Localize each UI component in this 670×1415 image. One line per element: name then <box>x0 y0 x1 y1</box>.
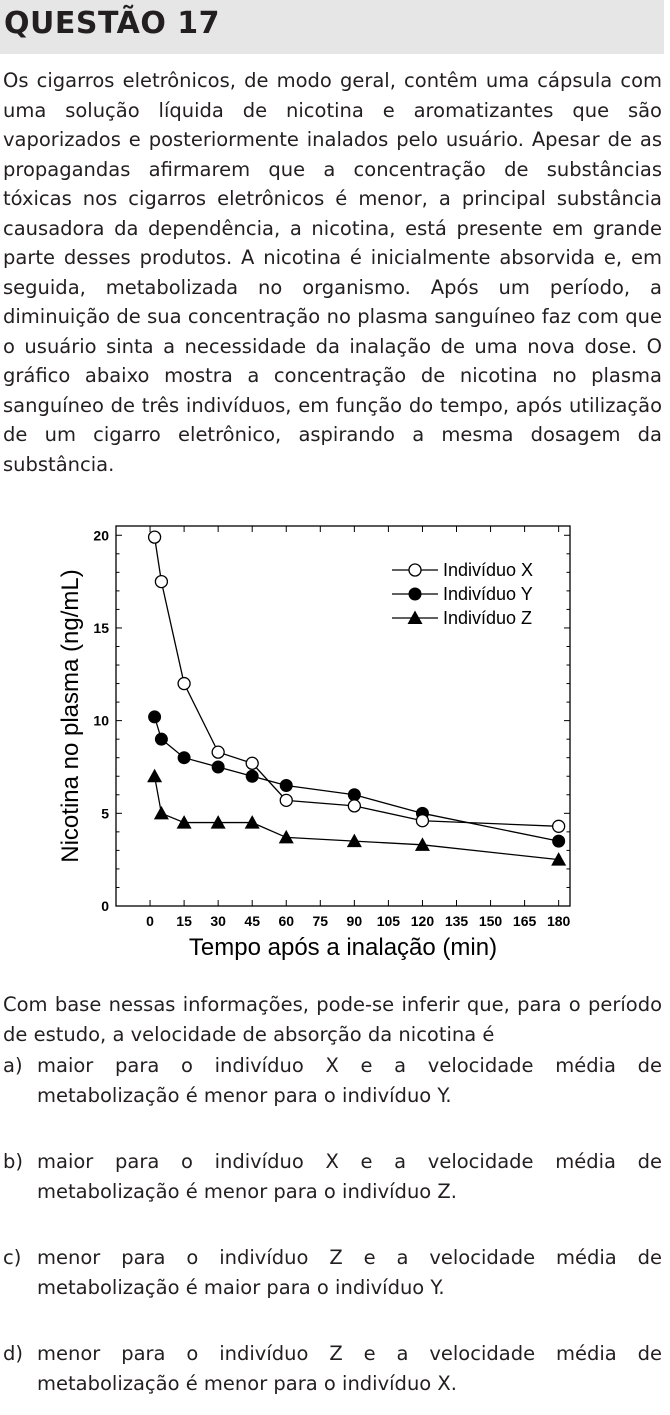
legend-marker-z <box>407 610 423 624</box>
y-tick-label: 15 <box>93 620 109 636</box>
data-point-y <box>279 779 293 793</box>
y-tick-label: 5 <box>101 805 109 821</box>
option-text: maior para o indivíduo X e a velocidade … <box>37 1150 662 1203</box>
data-point-y <box>211 760 225 774</box>
x-tick-label: 120 <box>411 913 435 929</box>
series-line-x <box>153 537 559 827</box>
data-point-x <box>279 793 293 807</box>
legend-marker-y <box>408 587 422 601</box>
data-point-x <box>552 819 566 833</box>
data-point-x <box>347 799 362 813</box>
data-point-y <box>347 788 361 802</box>
x-tick-label: 45 <box>244 913 260 929</box>
option-text: menor para o indivíduo Z e a velocidade … <box>37 1246 662 1299</box>
data-point-x <box>415 814 430 828</box>
option-letter: a) <box>3 1054 23 1077</box>
option-text: menor para o indivíduo Z e a velocidade … <box>37 1342 662 1395</box>
legend-label-y: Indivíduo Y <box>443 584 533 604</box>
data-point-x <box>147 530 162 544</box>
plot-frame <box>115 525 571 907</box>
data-point-z <box>153 805 169 820</box>
x-axis-label: Tempo após a inalação (min) <box>189 934 497 961</box>
legend-marker-x <box>408 563 422 577</box>
x-tick-label: 60 <box>278 913 294 929</box>
data-point-z <box>244 815 260 829</box>
data-point-y <box>154 732 168 746</box>
x-tick-label: 180 <box>547 913 571 929</box>
y-tick-label: 10 <box>93 713 109 729</box>
data-point-z <box>210 815 226 829</box>
data-point-x <box>154 574 169 589</box>
x-tick-label: 105 <box>377 913 401 929</box>
data-point-x <box>211 745 225 759</box>
data-point-z <box>346 833 362 848</box>
x-tick-label: 90 <box>347 913 363 929</box>
question-stem: Com base nessas informações, pode-se inf… <box>3 993 662 1046</box>
x-tick-label: 15 <box>176 913 192 929</box>
x-tick-label: 165 <box>513 913 537 929</box>
data-point-y <box>552 834 566 848</box>
data-point-x <box>245 756 259 770</box>
nicotine-chart: 0 5 10 15 20 0 15 30 45 60 75 90 105 120 135 150 165 180 T… <box>57 525 571 961</box>
option-letter: b) <box>3 1150 23 1173</box>
x-tick-label: 150 <box>479 913 503 929</box>
x-tick-label: 75 <box>313 913 329 929</box>
x-tick-label: 135 <box>445 913 469 929</box>
x-tick-label: 0 <box>146 913 154 929</box>
data-point-z <box>176 815 192 829</box>
option-text: maior para o indivíduo X e a velocidade … <box>37 1054 662 1107</box>
legend-label-x: Indivíduo X <box>443 560 533 580</box>
option-letter: c) <box>3 1246 22 1269</box>
legend-label-z: Indivíduo Z <box>443 608 532 628</box>
data-point-z <box>278 829 294 844</box>
data-point-y <box>245 769 259 783</box>
question-intro-text: Os cigarros eletrônicos, de modo geral, … <box>3 69 662 476</box>
data-point-z <box>414 837 430 851</box>
x-tick-label: 30 <box>210 913 226 929</box>
question-title: QUESTÃO 17 <box>4 6 221 41</box>
data-point-z <box>147 768 163 783</box>
y-tick-label: 20 <box>93 527 109 543</box>
data-point-y <box>148 710 162 724</box>
question-header: QUESTÃO 17 <box>0 0 664 54</box>
data-point-x <box>177 676 191 691</box>
y-tick-label: 0 <box>101 898 109 914</box>
data-point-y <box>177 751 191 765</box>
option-letter: d) <box>3 1342 23 1365</box>
data-point-z <box>551 852 567 866</box>
y-axis-label: Nicotina no plasma (ng/mL) <box>57 569 84 862</box>
